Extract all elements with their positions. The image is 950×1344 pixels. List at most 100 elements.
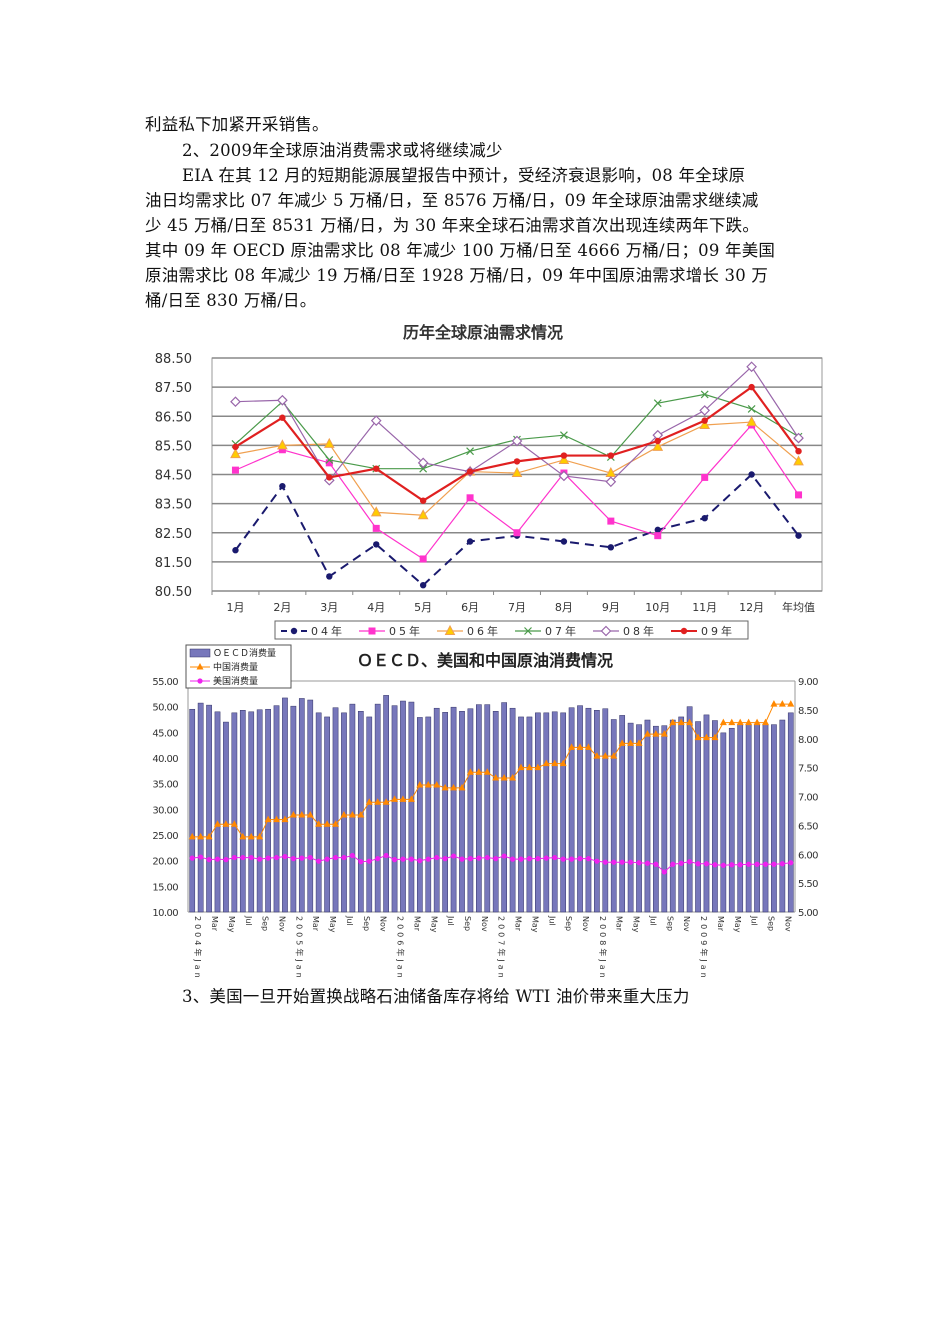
us-point	[678, 860, 684, 866]
us-point	[628, 859, 634, 865]
data-point	[748, 471, 755, 478]
us-point	[484, 854, 490, 861]
x-tick-label: Jul	[446, 915, 455, 926]
oecd-bar	[400, 700, 406, 913]
x-tick-label: 11月	[692, 601, 717, 614]
data-point	[747, 405, 756, 413]
x-tick-label: 2009年Jan	[699, 916, 709, 981]
us-point	[619, 859, 625, 865]
oecd-bar	[577, 705, 583, 913]
us-point	[223, 857, 229, 863]
us-point	[198, 854, 204, 860]
x-tick-label: Sep	[261, 916, 270, 931]
china-point	[778, 700, 786, 707]
us-point	[206, 857, 212, 863]
us-point	[577, 856, 583, 862]
us-point	[290, 856, 296, 862]
y-left-tick-label: 40.00	[152, 754, 178, 765]
x-tick-label: Jul	[547, 915, 556, 926]
x-tick-label: Nov	[581, 916, 590, 932]
us-point	[248, 854, 254, 861]
data-point	[466, 447, 475, 456]
oecd-bar	[349, 703, 356, 913]
x-tick-label: Nov	[278, 916, 287, 932]
us-point	[434, 854, 440, 861]
y-tick-label: 84.50	[155, 469, 192, 484]
china-point	[593, 752, 601, 759]
legend-marker	[196, 663, 204, 670]
us-point	[560, 856, 566, 862]
data-point	[653, 399, 662, 408]
us-point	[771, 861, 777, 867]
oecd-bar	[535, 712, 541, 913]
data-point	[466, 538, 474, 545]
us-point	[543, 855, 549, 861]
oecd-bar	[366, 716, 373, 913]
china-point	[273, 815, 281, 823]
us-point	[636, 860, 642, 866]
china-point	[711, 733, 719, 741]
legend-marker	[600, 625, 612, 637]
oecd-bar	[416, 717, 423, 913]
china-point	[736, 718, 744, 726]
china-point	[382, 798, 390, 805]
data-point	[230, 448, 241, 459]
data-point	[654, 526, 661, 534]
oecd-bar	[678, 716, 685, 913]
data-point	[605, 476, 617, 488]
x-tick-label: Mar	[412, 916, 421, 932]
oecd-bar	[712, 720, 718, 913]
china-point	[374, 798, 382, 805]
us-point	[459, 856, 465, 862]
oecd-bar	[728, 727, 735, 913]
us-point	[712, 862, 718, 868]
oecd-bar	[408, 701, 415, 913]
data-point	[654, 532, 662, 540]
legend-marker	[290, 627, 298, 635]
data-point	[699, 405, 711, 416]
data-point	[746, 416, 757, 427]
us-point	[257, 856, 263, 862]
y-left-tick-label: 25.00	[152, 831, 178, 842]
us-point	[400, 856, 406, 862]
us-point	[417, 858, 423, 864]
y-right-tick-label: 5.00	[798, 908, 818, 919]
oecd-bar	[467, 708, 474, 913]
us-point	[762, 861, 769, 867]
data-point	[230, 396, 241, 408]
china-point	[551, 759, 559, 767]
us-point	[703, 861, 710, 867]
legend-swatch	[189, 648, 211, 658]
china-point	[686, 718, 694, 726]
china-point	[534, 763, 542, 771]
china-point	[391, 795, 399, 802]
china-point	[728, 718, 736, 726]
us-point	[493, 856, 499, 862]
data-point	[560, 452, 568, 459]
data-point	[795, 532, 802, 539]
data-point	[607, 544, 615, 551]
paragraph-line: 油日均需求比 07 年减少 5 万桶/日，至 8576 万桶/日，09 年全球原…	[145, 191, 759, 210]
x-tick-label: 年均值	[782, 600, 815, 614]
data-point	[513, 458, 521, 465]
us-point	[425, 856, 431, 862]
us-point	[602, 859, 608, 865]
oecd-bar	[214, 711, 221, 913]
oecd-bar	[779, 719, 786, 913]
paragraph-line: 原油需求比 08 年减少 19 万桶/日至 1928 万桶/日，09 年中国原油…	[145, 266, 769, 285]
china-point	[264, 815, 272, 823]
china-point	[399, 795, 407, 802]
oecd-bar	[518, 716, 524, 913]
oecd-bar	[298, 698, 305, 913]
legend-marker	[368, 627, 376, 635]
us-point	[383, 852, 389, 859]
china-point	[222, 820, 230, 827]
oecd-bar	[526, 716, 533, 913]
y-right-tick-label: 9.00	[798, 677, 818, 688]
us-point	[788, 860, 794, 866]
y-right-tick-label: 7.00	[798, 793, 818, 804]
y-tick-label: 88.50	[155, 352, 192, 367]
data-point	[795, 448, 802, 455]
data-point	[232, 443, 239, 451]
china-point	[197, 832, 205, 840]
